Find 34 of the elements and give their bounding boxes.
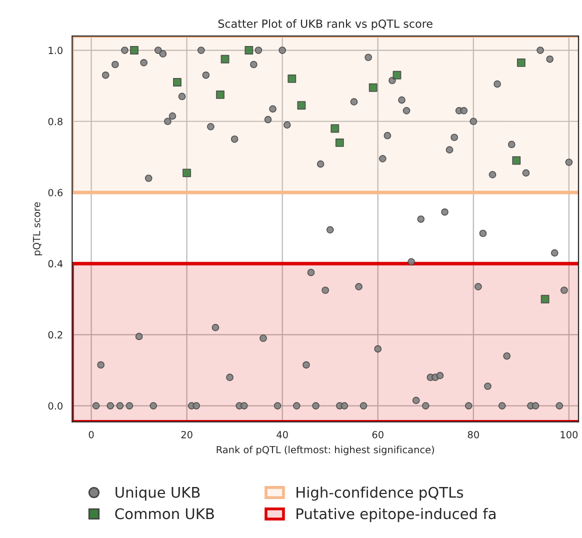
point (540, 294, 550, 304)
y-tick-label: 0.4 (48, 260, 63, 268)
chart-title: Scatter Plot of UKB rank vs pQTL score (218, 19, 432, 30)
x-tick-label: 40 (276, 430, 288, 438)
point (173, 78, 182, 86)
legend-label: Unique UKB (116, 486, 200, 501)
point (335, 138, 344, 147)
x-tick-label: 20 (181, 430, 192, 438)
point (182, 168, 192, 178)
y-tick-label: 1.0 (48, 46, 62, 54)
point (330, 124, 340, 133)
legend-label: Putative epitope-induced fa (296, 508, 496, 522)
point (216, 90, 224, 99)
point (244, 46, 254, 54)
x-tick-label: 0 (88, 430, 94, 438)
point (516, 58, 526, 67)
x-tick-label: 100 (560, 430, 578, 438)
x-tick-label: 80 (468, 430, 479, 438)
legend-label: Common UKB (115, 508, 214, 520)
point (288, 74, 296, 83)
point (297, 101, 306, 110)
y-tick-label: 0.6 (48, 188, 63, 196)
point (130, 46, 138, 54)
x-tick-label: 60 (372, 430, 384, 438)
y-tick-label: 0.0 (48, 402, 62, 410)
y-tick-label: 0.8 (48, 118, 62, 126)
point (392, 70, 402, 80)
point (512, 156, 521, 165)
point (220, 54, 230, 64)
y-tick-label: 0.2 (48, 331, 62, 339)
legend-label: High-confidence pQTLs (296, 486, 464, 501)
y-axis-title: pQTL score (32, 202, 42, 256)
x-axis-title: Rank of pQTL (leftmost: highest significance) (216, 446, 434, 456)
point (368, 83, 378, 92)
